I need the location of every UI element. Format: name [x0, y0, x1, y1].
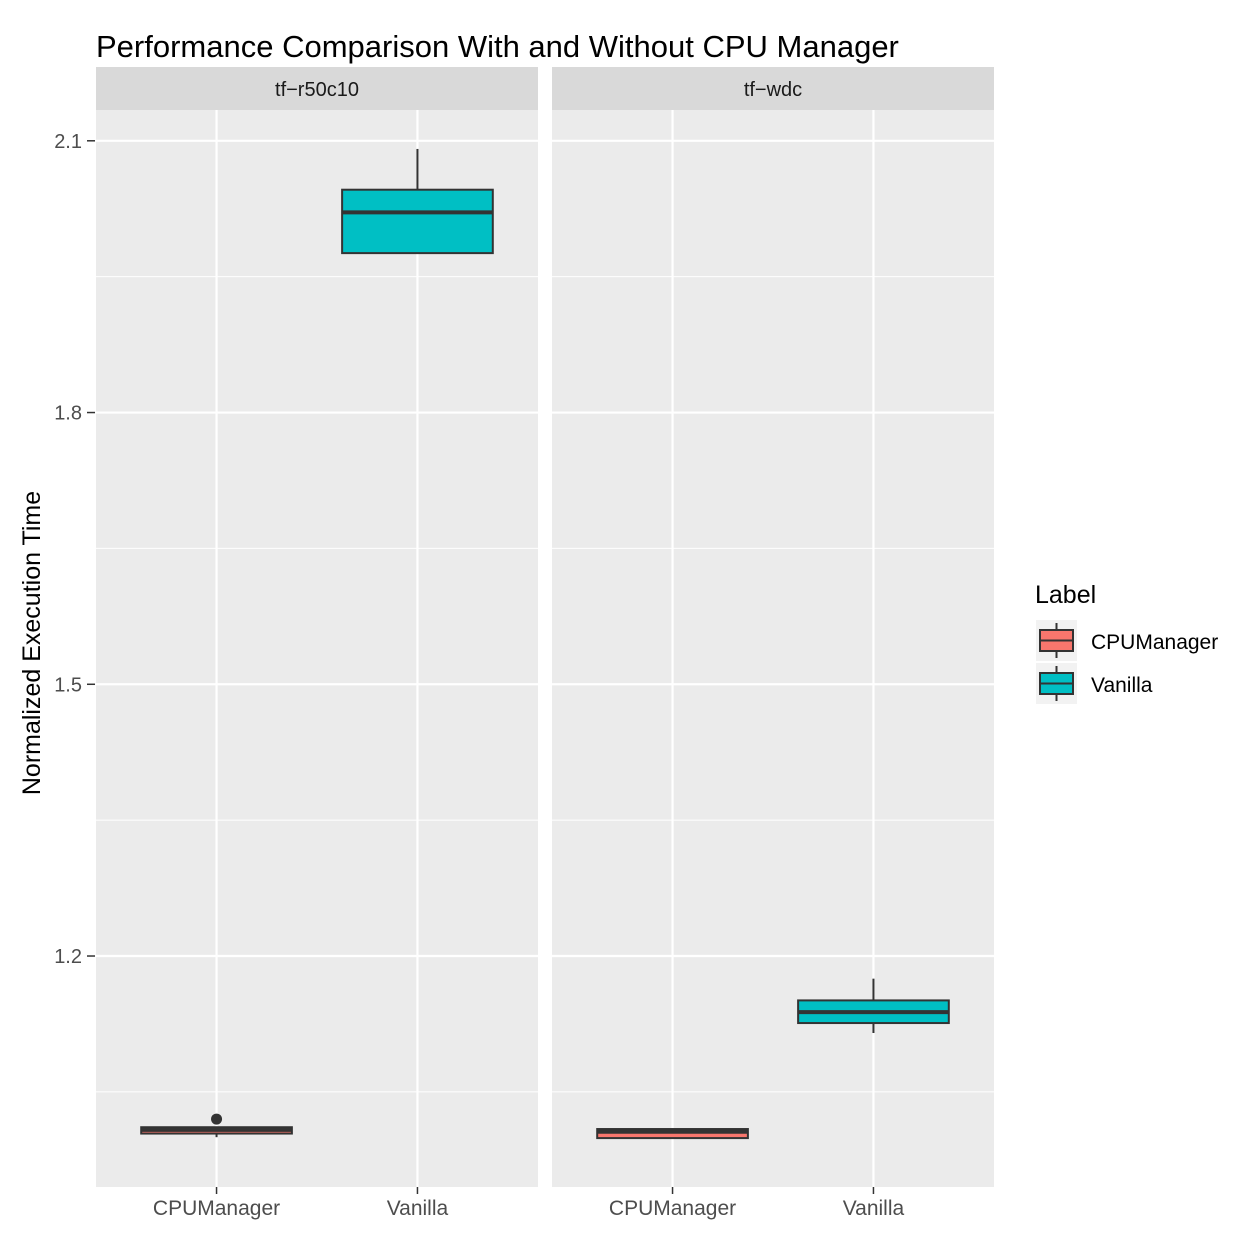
legend-label: CPUManager [1091, 631, 1218, 654]
facet-strip [96, 67, 538, 110]
y-axis-label: Normalized Execution Time [18, 491, 46, 795]
legend-title: Label [1035, 581, 1096, 609]
facet-panel: tf−wdc CPUManager Vanilla [552, 67, 994, 1220]
x-tick-label: Vanilla [843, 1197, 905, 1220]
panel-background [96, 110, 538, 1187]
box-cpumanager [596, 1128, 749, 1140]
facet-panel: tf−r50c10 CPUManager Vanilla [96, 67, 538, 1220]
facet-strip [552, 67, 994, 110]
y-tick-label: 1.5 [54, 674, 82, 696]
box-vanilla [341, 148, 494, 255]
legend-key-vanilla [1036, 663, 1077, 704]
y-tick-label: 2.1 [54, 131, 82, 153]
box-vanilla [797, 978, 950, 1034]
box-cpumanager [140, 1113, 293, 1138]
box-iqr [341, 188, 494, 255]
y-tick-label: 1.8 [54, 403, 82, 425]
facet-label: tf−r50c10 [275, 79, 359, 101]
legend-key-cpumanager [1036, 620, 1077, 661]
facet-label: tf−wdc [744, 79, 802, 101]
outlier-point [211, 1113, 223, 1125]
chart-title: Performance Comparison With and Without … [96, 29, 899, 64]
legend-label: Vanilla [1091, 674, 1153, 697]
legend: Label CPUManager Vanilla [1035, 581, 1218, 704]
x-tick-label: CPUManager [609, 1197, 736, 1220]
y-tick-label: 1.2 [54, 946, 82, 968]
panel-background [552, 110, 994, 1187]
x-tick-label: CPUManager [153, 1197, 280, 1220]
x-tick-label: Vanilla [387, 1197, 449, 1220]
